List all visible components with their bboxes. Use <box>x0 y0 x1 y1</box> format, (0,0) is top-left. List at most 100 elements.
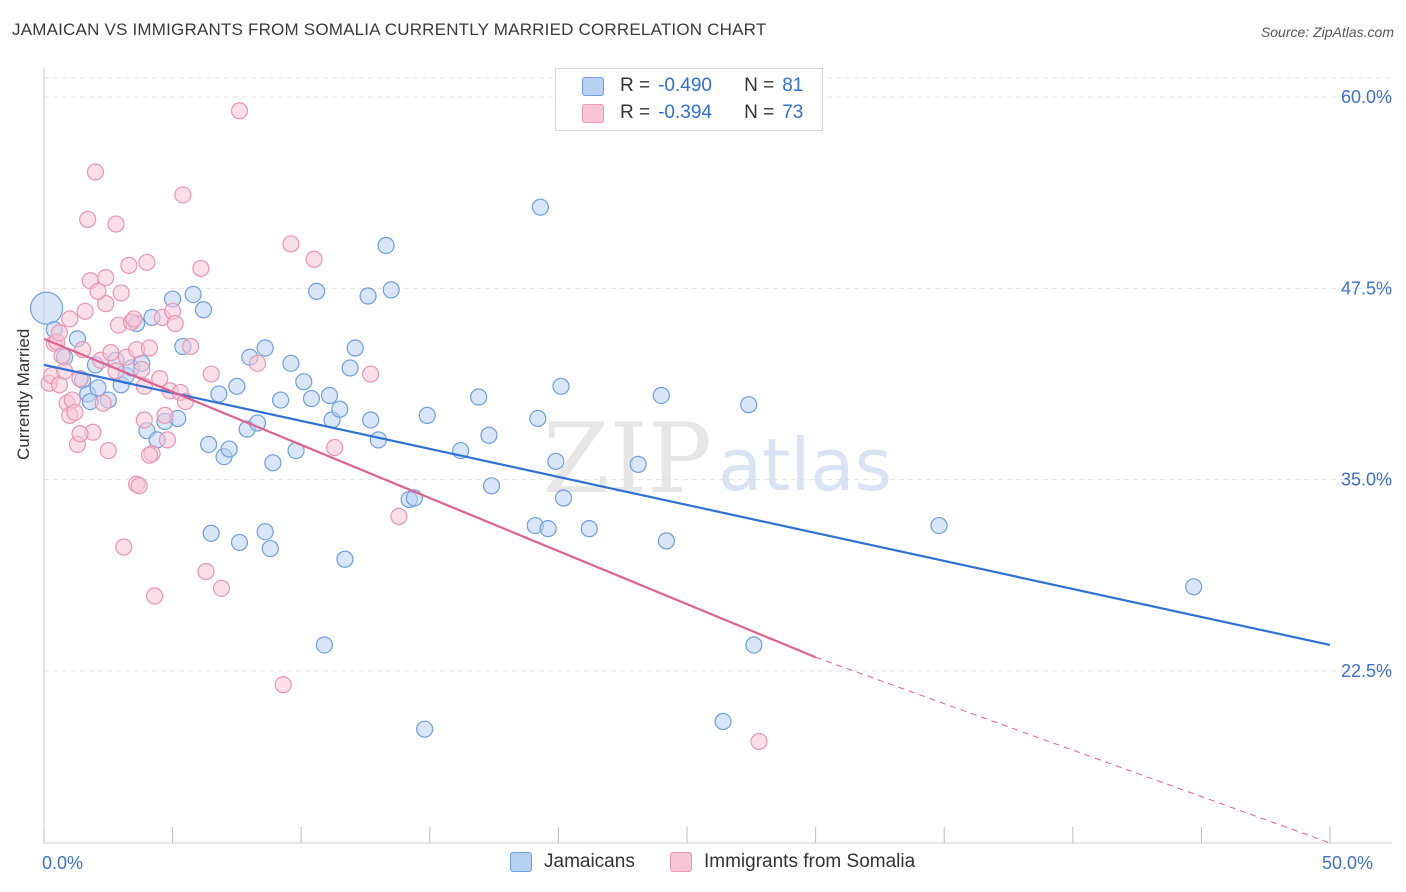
y-tick-label: 60.0% <box>1341 87 1392 107</box>
jamaican-point <box>1185 578 1203 596</box>
watermark: ZIP atlas <box>543 403 892 515</box>
axes <box>43 68 1392 844</box>
bottom-legend-jamaicans[interactable]: Jamaicans <box>510 851 635 873</box>
legend-row-somalia: R = -0.394 N = 73 <box>582 101 803 125</box>
jamaican-point <box>308 282 326 300</box>
jamaican-point <box>256 339 274 357</box>
jamaican-point <box>529 409 547 428</box>
somalia-point <box>50 324 69 342</box>
jamaican-point <box>580 520 598 538</box>
jamaican-point <box>552 377 570 395</box>
y-axis-label: Currently Married <box>14 328 33 460</box>
somalia-point <box>140 446 159 464</box>
jamaican-point <box>470 388 488 406</box>
jamaican-point <box>315 636 333 654</box>
somalia-point <box>174 186 192 204</box>
somalia-point <box>89 282 107 300</box>
jamaican-point <box>200 435 218 454</box>
somalia-point <box>390 507 408 526</box>
jamaican-point <box>228 377 246 395</box>
jamaican-point <box>220 440 238 458</box>
somalia-point <box>79 210 97 229</box>
jamaican-point <box>539 520 557 538</box>
jamaican-point <box>302 389 321 408</box>
jamaican-point <box>341 359 359 377</box>
somalia-point <box>156 406 174 424</box>
x-tick-label-min: 0.0% <box>42 853 84 873</box>
jamaican-point <box>745 636 763 654</box>
jamaican-point <box>336 550 354 568</box>
legend-n-value: 73 <box>782 102 804 123</box>
jamaican-point <box>272 391 290 409</box>
watermark-atlas: atlas <box>718 423 892 507</box>
somalia-point <box>138 253 156 271</box>
somalia-point <box>197 562 215 581</box>
bottom-legend-swatch-pink <box>670 852 692 872</box>
legend-n-label: N = <box>744 102 775 123</box>
chart-source: Source: ZipAtlas.com <box>1260 24 1394 40</box>
jamaican-point <box>377 236 395 255</box>
jamaican-point <box>89 379 107 397</box>
jamaican-point <box>930 516 948 535</box>
jamaican-point <box>359 287 377 305</box>
somalia-point <box>71 425 89 443</box>
somalia-point <box>362 365 380 383</box>
somalia-point <box>120 256 138 274</box>
somalia-point <box>94 394 112 412</box>
somalia-point <box>53 347 71 365</box>
jamaican-point <box>740 396 758 414</box>
jamaican-point <box>295 373 313 391</box>
jamaican-point <box>202 524 220 542</box>
somalia-point <box>107 215 125 233</box>
y-tick-label: 47.5% <box>1341 278 1392 298</box>
jamaican-point <box>652 386 670 405</box>
jamaican-point <box>346 339 364 357</box>
jamaican-point <box>256 523 274 541</box>
somalia-point <box>76 302 94 320</box>
jamaican-point <box>264 454 282 472</box>
jamaican-point <box>320 386 339 405</box>
y-tick-label: 35.0% <box>1341 470 1392 490</box>
somalia-point <box>97 295 115 313</box>
legend-swatch-blue <box>582 76 604 96</box>
somalia-point <box>230 102 249 120</box>
somalia-point <box>125 310 143 328</box>
jamaican-point <box>531 198 549 216</box>
jamaican-point <box>480 426 498 444</box>
somalia-point <box>282 235 300 253</box>
y-tick-label: 22.5% <box>1341 661 1392 681</box>
somalia-point <box>182 337 200 356</box>
jamaican-point <box>418 406 436 424</box>
chart-title: JAMAICAN VS IMMIGRANTS FROM SOMALIA CURR… <box>12 20 767 39</box>
bottom-legend-swatch-blue <box>510 852 532 872</box>
jamaican-point <box>282 354 300 372</box>
jamaican-point <box>194 301 213 319</box>
jamaicans-trend-line <box>43 363 1331 647</box>
jamaican-point <box>230 533 249 552</box>
somalia-point <box>305 250 323 268</box>
somalia-point <box>212 579 231 597</box>
somalia-trend-line <box>43 337 817 659</box>
jamaican-point <box>629 455 647 473</box>
somalia-point <box>61 310 79 328</box>
jamaican-point <box>362 411 380 429</box>
legend-swatch-pink <box>582 103 604 123</box>
somalia-point <box>102 344 120 362</box>
somalia-point <box>145 587 164 605</box>
somalia-point <box>133 360 151 379</box>
somalia-point <box>158 431 177 449</box>
trend-lines <box>43 337 1331 844</box>
bottom-legend: Jamaicans Immigrants from Somalia <box>0 851 1406 877</box>
jamaican-point <box>714 712 732 731</box>
legend-n-label: N = <box>744 75 775 96</box>
legend-r-label: R = <box>620 102 651 123</box>
somalia-point <box>97 269 115 287</box>
somalia-point <box>202 365 220 383</box>
somalia-point <box>66 403 84 421</box>
legend-r-label: R = <box>620 75 651 96</box>
bottom-legend-somalia[interactable]: Immigrants from Somalia <box>670 851 915 873</box>
jamaican-point <box>29 291 64 325</box>
jamaican-point <box>184 285 202 304</box>
legend-r-value: -0.490 <box>658 75 712 96</box>
